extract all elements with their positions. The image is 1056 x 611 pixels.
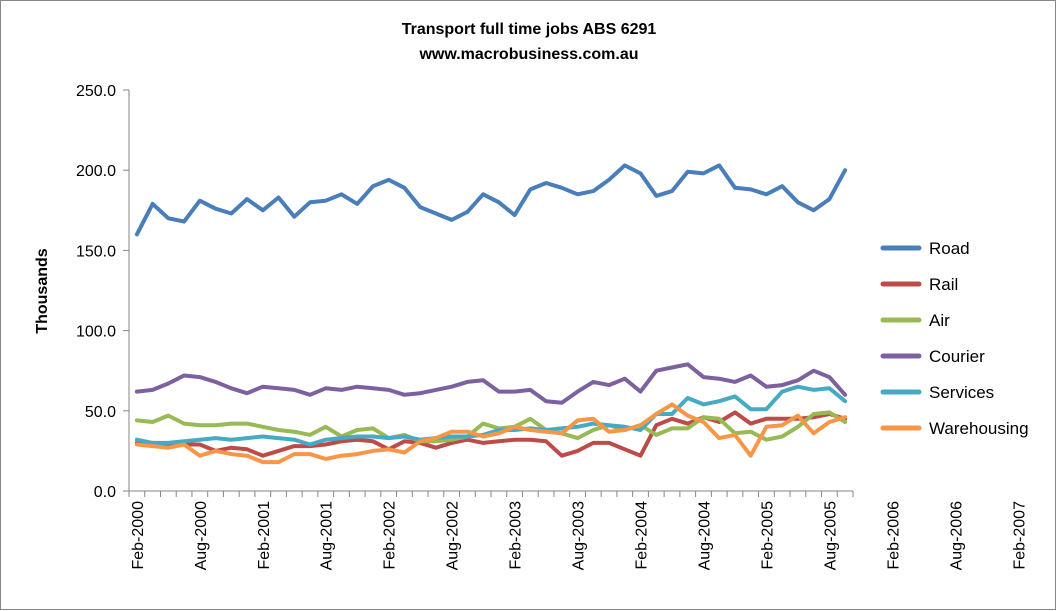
x-tick-label: Aug-2004 bbox=[696, 501, 713, 570]
y-axis-label: Thousands bbox=[34, 248, 51, 333]
y-tick-label: 100.0 bbox=[76, 324, 116, 341]
x-tick-label: Feb-2005 bbox=[759, 501, 776, 570]
y-tick-label: 150.0 bbox=[76, 243, 116, 260]
legend-label-air: Air bbox=[929, 311, 950, 330]
x-tick-label: Aug-2001 bbox=[319, 501, 336, 570]
y-tick-label: 250.0 bbox=[76, 83, 116, 100]
x-tick-label: Feb-2002 bbox=[382, 501, 399, 570]
x-tick-label: Feb-2000 bbox=[130, 501, 147, 570]
legend-label-courier: Courier bbox=[929, 347, 985, 366]
x-tick-label: Feb-2007 bbox=[1011, 501, 1028, 570]
x-tick-label: Feb-2003 bbox=[508, 501, 525, 570]
x-tick-label: Aug-2002 bbox=[445, 501, 462, 570]
x-tick-label: Aug-2000 bbox=[193, 501, 210, 570]
series-line-services bbox=[134, 384, 848, 447]
x-tick-label: Aug-2006 bbox=[948, 501, 965, 570]
series-line-road bbox=[134, 163, 848, 237]
x-tick-label: Feb-2001 bbox=[256, 501, 273, 570]
series-line-warehousing bbox=[134, 402, 848, 465]
legend-label-services: Services bbox=[929, 383, 994, 402]
x-tick-label: Aug-2005 bbox=[822, 501, 839, 570]
y-tick-label: 50.0 bbox=[85, 404, 116, 421]
legend-label-warehousing: Warehousing bbox=[929, 419, 1029, 438]
x-tick-label: Feb-2004 bbox=[634, 501, 651, 570]
plot-area: 0.0 50.0 100.0 150.0 200.0 250.0 Feb-2000 Aug-2… bbox=[76, 83, 1028, 570]
x-tick-label: Aug-2003 bbox=[571, 501, 588, 570]
y-tick-label: 200.0 bbox=[76, 163, 116, 180]
legend: Road Rail Air Courier Services Warehousing bbox=[880, 239, 1029, 438]
series-line-rail bbox=[134, 410, 848, 458]
series-line-courier bbox=[134, 362, 848, 405]
legend-label-rail: Rail bbox=[929, 275, 958, 294]
chart-title: Transport full time jobs ABS 6291 bbox=[402, 21, 657, 38]
legend-label-road: Road bbox=[929, 239, 970, 258]
y-tick-label: 0.0 bbox=[94, 484, 116, 501]
series-line-air bbox=[134, 410, 848, 444]
x-tick-label: Feb-2006 bbox=[885, 501, 902, 570]
chart-subtitle: www.macrobusiness.com.au bbox=[418, 46, 638, 63]
